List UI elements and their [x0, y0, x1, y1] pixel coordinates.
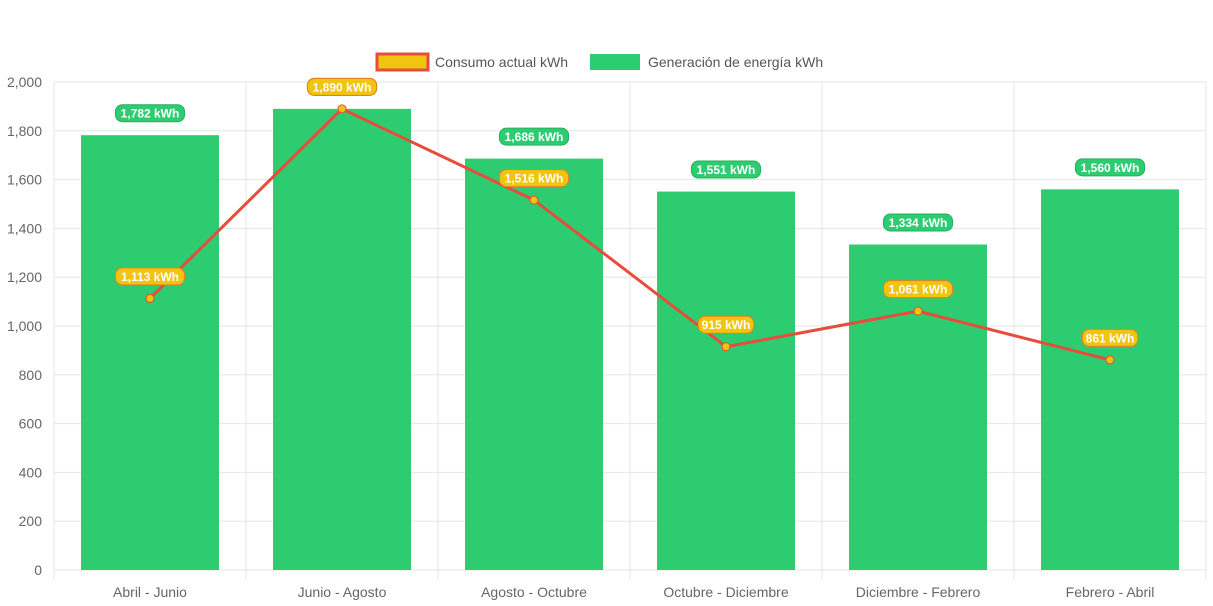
data-label-text: 1,516 kWh	[505, 172, 564, 186]
x-tick-label: Junio - Agosto	[298, 584, 387, 600]
bar	[273, 108, 411, 570]
y-tick-label: 1,200	[7, 269, 42, 285]
data-label: 1,686 kWh	[498, 127, 570, 146]
y-tick-label: 1,600	[7, 172, 42, 188]
data-label-text: 1,061 kWh	[889, 283, 948, 297]
data-label-box	[697, 315, 755, 334]
data-label-text: 1,890 kWh	[313, 80, 372, 94]
bar	[465, 158, 603, 570]
data-label-box	[498, 127, 570, 146]
data-label: 1,890 kWh	[306, 77, 378, 96]
legend-label-consumo: Consumo actual kWh	[435, 54, 568, 70]
data-label: 861 kWh	[1081, 328, 1139, 347]
y-tick-label: 400	[19, 464, 43, 480]
data-label-box	[882, 280, 954, 299]
x-tick-label: Abril - Junio	[113, 584, 187, 600]
line-point	[721, 342, 731, 352]
data-label: 1,551 kWh	[690, 160, 762, 179]
data-label-text: 1,113 kWh	[121, 270, 179, 284]
data-label-text: 1,686 kWh	[505, 130, 564, 144]
data-label: 1,334 kWh	[882, 213, 954, 232]
data-label-box	[114, 267, 186, 286]
y-tick-label: 200	[19, 513, 43, 529]
data-label: 1,516 kWh	[498, 169, 570, 188]
bar-series	[81, 108, 1179, 571]
y-tick-label: 0	[34, 562, 42, 578]
data-label-box	[690, 160, 762, 179]
data-label-box	[114, 104, 186, 123]
bar	[1041, 189, 1179, 571]
bar	[657, 191, 795, 570]
y-tick-label: 2,000	[7, 74, 42, 90]
data-label-box	[306, 77, 378, 96]
data-label: 1,782 kWh	[114, 104, 186, 123]
line-point	[1105, 355, 1115, 365]
data-label: 915 kWh	[697, 315, 755, 334]
line-point	[145, 293, 155, 303]
data-label-box	[498, 169, 570, 188]
data-label: 1,061 kWh	[882, 280, 954, 299]
line-series	[145, 104, 1115, 365]
data-label: 1,113 kWh	[114, 267, 186, 286]
y-tick-label: 1,800	[7, 123, 42, 139]
bar	[849, 244, 987, 570]
legend-swatch-consumo	[375, 52, 430, 72]
y-tick-label: 600	[19, 416, 43, 432]
line-point	[337, 104, 347, 114]
data-label-text: 915 kWh	[702, 318, 751, 332]
series-line	[148, 107, 1111, 362]
x-tick-label: Octubre - Diciembre	[663, 584, 788, 600]
y-tick-label: 800	[19, 367, 43, 383]
data-label-text: 1,782 kWh	[121, 107, 180, 121]
data-label-box	[1081, 328, 1139, 347]
x-tick-label: Diciembre - Febrero	[856, 584, 981, 600]
data-label-text: 861 kWh	[1086, 331, 1135, 345]
y-tick-label: 1,000	[7, 318, 42, 334]
data-label: 1,560 kWh	[1074, 158, 1146, 177]
y-tick-label: 1,400	[7, 220, 42, 236]
legend-swatch-generacion	[590, 54, 640, 70]
data-label-text: 1,551 kWh	[697, 163, 756, 177]
data-label-text: 1,560 kWh	[1081, 161, 1140, 175]
x-axis: Abril - Junio Junio - Agosto Agosto - Octu…	[113, 584, 1154, 600]
line-point	[913, 306, 923, 316]
grid	[53, 81, 1207, 580]
x-tick-label: Agosto - Octubre	[481, 584, 587, 600]
legend: Consumo actual kWh Generación de energía …	[375, 52, 823, 72]
x-tick-label: Febrero - Abril	[1066, 584, 1155, 600]
legend-label-generacion: Generación de energía kWh	[648, 54, 823, 70]
data-label-box	[882, 213, 954, 232]
data-labels: 1,782 kWh 1,890 kWh 1,686 kWh 1,551 kWh 1,33…	[114, 77, 1146, 347]
line-point	[529, 195, 539, 205]
data-label-box	[1074, 158, 1146, 177]
bar	[81, 135, 219, 570]
y-axis: 0 200 400 600 800 1,000 1,200 1,400 1,600 1,800 2,…	[7, 74, 42, 578]
data-label-text: 1,334 kWh	[889, 216, 948, 230]
